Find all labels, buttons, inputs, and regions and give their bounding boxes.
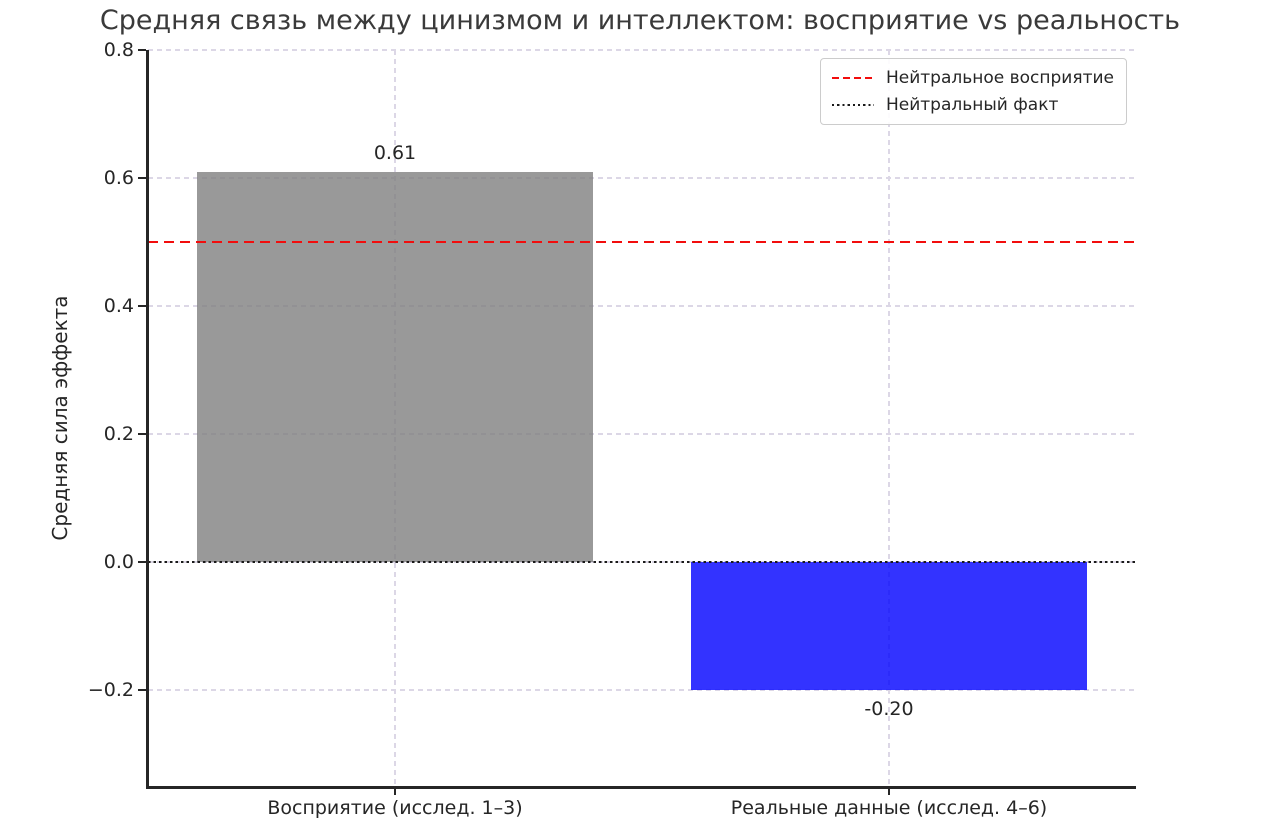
x-tick-label: Реальные данные (исслед. 4–6) — [730, 797, 1048, 819]
x-tick-mark — [888, 789, 890, 795]
reference-line-dotted — [148, 560, 1136, 564]
x-axis-spine — [146, 786, 1136, 789]
legend-item: Нейтральный факт — [831, 95, 1114, 115]
y-tick-mark — [138, 561, 146, 563]
x-gridline — [888, 50, 890, 786]
y-tick-mark — [138, 305, 146, 307]
bar-value-label: 0.61 — [373, 141, 417, 164]
y-tick-label: 0.4 — [103, 295, 134, 317]
y-gridline — [148, 433, 1136, 435]
x-tick-label: Восприятие (исслед. 1–3) — [267, 797, 523, 819]
legend-item-label: Нейтральный факт — [885, 95, 1059, 115]
y-tick-label: 0.0 — [103, 551, 134, 573]
y-gridline — [148, 177, 1136, 179]
reference-line-dashed — [148, 240, 1136, 244]
chart-title: Средняя связь между цинизмом и интеллект… — [99, 5, 1181, 36]
bar-value-label: -0.20 — [864, 698, 914, 720]
legend-item-label: Нейтральное восприятие — [885, 68, 1114, 88]
y-gridline — [148, 305, 1136, 307]
y-tick-mark — [138, 433, 146, 435]
y-tick-mark — [138, 177, 146, 179]
bar — [691, 562, 1087, 690]
legend-dotted-line-icon — [831, 103, 874, 107]
y-tick-mark — [138, 49, 146, 51]
y-gridline — [148, 689, 1136, 691]
y-tick-mark — [138, 689, 146, 691]
legend-dashed-line-icon — [831, 76, 874, 80]
x-tick-mark — [394, 789, 396, 795]
plot-area: Средняя сила эффекта Нейтральное восприя… — [48, 39, 1136, 819]
y-axis-spine — [146, 50, 149, 789]
y-axis-title: Средняя сила эффекта — [48, 295, 72, 541]
y-tick-label: −0.2 — [87, 679, 134, 701]
y-tick-label: 0.6 — [103, 167, 134, 189]
y-gridline — [148, 49, 1136, 51]
legend-item: Нейтральное восприятие — [831, 68, 1114, 88]
legend: Нейтральное восприятие Нейтральный факт — [819, 58, 1127, 125]
y-tick-label: 0.2 — [103, 423, 134, 445]
bar — [197, 171, 593, 562]
y-tick-label: 0.8 — [103, 39, 134, 61]
